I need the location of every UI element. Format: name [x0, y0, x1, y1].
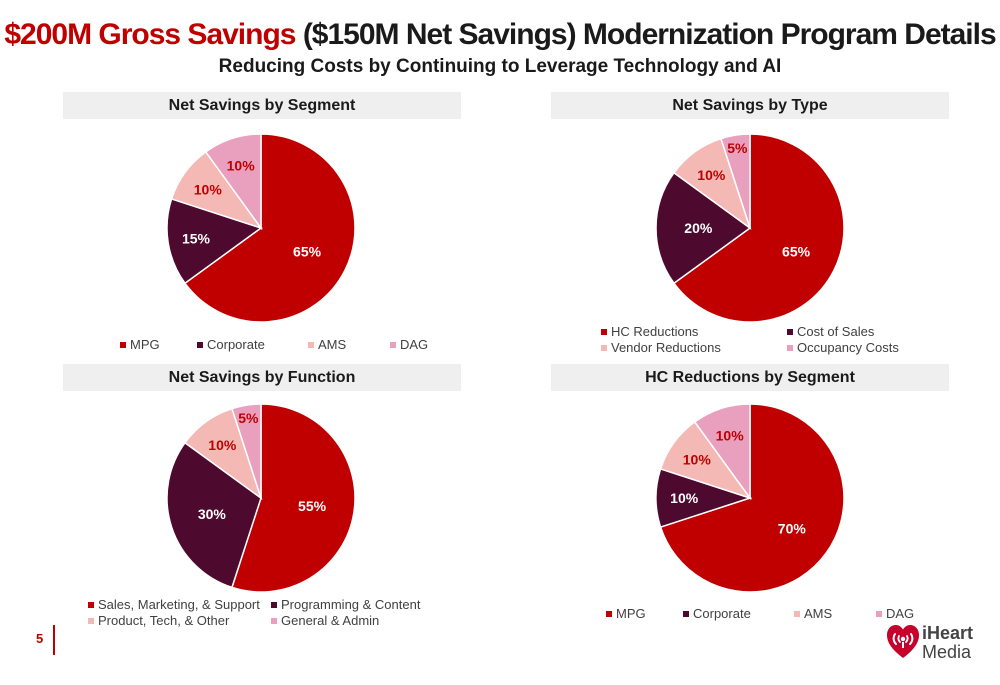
- legend-item: DAG: [390, 337, 428, 352]
- legend-label: Vendor Reductions: [611, 340, 721, 355]
- legend-item: Vendor Reductions: [601, 340, 721, 355]
- slice-label-0: 65%: [293, 243, 322, 259]
- title-rest: ($150M Net Savings) Modernization Progra…: [295, 18, 997, 51]
- slice-label-1: 20%: [684, 220, 713, 236]
- legend-item: MPG: [120, 337, 160, 352]
- pie-slice-1: [655, 171, 752, 285]
- pie-slice-3: [231, 403, 262, 499]
- slice-label-3: 5%: [727, 140, 748, 156]
- panel-function: Net Savings by Function: [63, 364, 461, 391]
- pie-chart-type: 65% 20% 10%5%: [655, 133, 845, 323]
- page-divider: [53, 625, 55, 655]
- legend-swatch: [876, 611, 882, 617]
- panel-hc-segment: HC Reductions by Segment: [551, 364, 949, 391]
- legend-item: AMS: [794, 606, 832, 621]
- legend-label: Corporate: [693, 606, 751, 621]
- legend-label: DAG: [886, 606, 915, 621]
- legend-item: Cost of Sales: [787, 324, 874, 339]
- legend-item: HC Reductions: [601, 324, 698, 339]
- legend-label: Cost of Sales: [797, 324, 875, 339]
- legend-swatch: [308, 342, 314, 348]
- slice-label-1: 10%: [670, 490, 699, 506]
- legend-label: AMS: [318, 337, 347, 352]
- legend-swatch: [120, 342, 126, 348]
- legend-swatch: [88, 602, 94, 608]
- slice-label-0: 65%: [782, 243, 811, 259]
- legend-swatch: [787, 329, 793, 335]
- legend-item: DAG: [876, 606, 914, 621]
- legend-swatch: [683, 611, 689, 617]
- legend-label: Sales, Marketing, & Support: [98, 597, 260, 612]
- slice-label-2: 10%: [194, 181, 223, 197]
- legend-swatch: [601, 329, 607, 335]
- legend-item: AMS: [308, 337, 346, 352]
- legend-label: MPG: [616, 606, 646, 621]
- panel-type: Net Savings by Type: [551, 92, 949, 119]
- title-highlight: $200M Gross Savings: [4, 18, 296, 51]
- logo-wordmark: iHeart Media: [922, 624, 973, 662]
- slice-label-0: 55%: [298, 498, 327, 514]
- legend-swatch: [271, 602, 277, 608]
- legend-swatch: [787, 345, 793, 351]
- slice-label-2: 10%: [683, 451, 712, 467]
- panel-segment: Net Savings by Segment: [63, 92, 461, 119]
- legend-item: Corporate: [197, 337, 265, 352]
- legend-label: HC Reductions: [611, 324, 699, 339]
- legend-swatch: [794, 611, 800, 617]
- legend-swatch: [601, 345, 607, 351]
- legend-label: DAG: [400, 337, 429, 352]
- slice-label-3: 5%: [238, 410, 259, 426]
- iheart-icon: [887, 625, 919, 658]
- logo-line1: iHeart: [922, 623, 974, 643]
- pie-chart-hc-segment: 70%10%10%10%: [655, 403, 845, 593]
- pie-slice-3: [693, 403, 751, 501]
- pie-slice-0: [672, 133, 845, 323]
- pie-slice-1: [166, 198, 263, 285]
- chart-title: Net Savings by Type: [551, 92, 949, 119]
- legend-swatch: [197, 342, 203, 348]
- page-number: 5: [36, 631, 44, 646]
- slice-label-1: 15%: [182, 230, 211, 246]
- chart-title: Net Savings by Function: [63, 364, 461, 391]
- slice-label-0: 70%: [778, 520, 807, 536]
- iheartmedia-logo: iHeart Media: [886, 622, 986, 666]
- pie-slice-3: [720, 133, 751, 229]
- chart-title: Net Savings by Segment: [63, 92, 461, 119]
- pie-slice-0: [183, 133, 356, 323]
- pie-slice-1: [166, 441, 262, 589]
- slice-label-3: 10%: [227, 157, 256, 173]
- legend-label: AMS: [804, 606, 833, 621]
- legend-label: Programming & Content: [281, 597, 421, 612]
- legend-swatch: [271, 618, 277, 624]
- pie-slice-3: [204, 133, 262, 231]
- legend-item: Programming & Content: [271, 597, 420, 612]
- legend-label: Product, Tech, & Other: [98, 613, 230, 628]
- chart-title: HC Reductions by Segment: [551, 364, 949, 391]
- pie-chart-function: 55% 30% 10%5%: [166, 403, 356, 593]
- legend-swatch: [88, 618, 94, 624]
- legend-label: Corporate: [207, 337, 265, 352]
- legend-swatch: [390, 342, 396, 348]
- legend-item: General & Admin: [271, 613, 379, 628]
- slice-label-1: 30%: [198, 506, 227, 522]
- slice-label-2: 10%: [208, 437, 237, 453]
- legend-item: Corporate: [683, 606, 751, 621]
- legend-item: Sales, Marketing, & Support: [88, 597, 260, 612]
- legend-item: Occupancy Costs: [787, 340, 899, 355]
- legend-label: General & Admin: [281, 613, 380, 628]
- page-subtitle: Reducing Costs by Continuing to Leverage…: [218, 56, 782, 77]
- legend-label: MPG: [130, 337, 160, 352]
- legend-item: MPG: [606, 606, 646, 621]
- legend-item: Product, Tech, & Other: [88, 613, 229, 628]
- slice-label-3: 10%: [716, 427, 745, 443]
- logo-line2: Media: [922, 642, 972, 662]
- legend-swatch: [606, 611, 612, 617]
- slice-label-2: 10%: [697, 167, 726, 183]
- pie-chart-segment: 65% 15% 10%10%: [166, 133, 356, 323]
- page-title: $200M Gross Savings ($150M Net Savings) …: [0, 18, 1000, 52]
- pie-slice-0: [231, 403, 356, 593]
- legend-label: Occupancy Costs: [797, 340, 899, 355]
